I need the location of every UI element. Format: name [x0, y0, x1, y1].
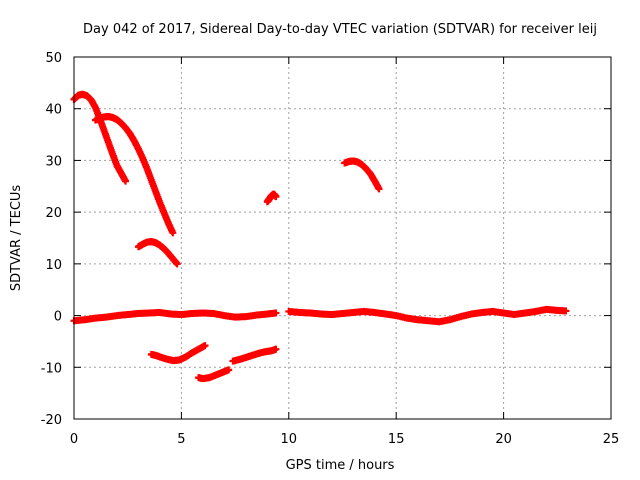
axis-ticks: 0 5 10 15 20 25 -20 -10 0 10 20 30 40 50: [41, 51, 620, 447]
y-tick-label: 40: [45, 103, 62, 118]
plot-frame: [73, 56, 612, 420]
series-arc-7: [263, 190, 280, 206]
data-point: [562, 307, 570, 315]
data-point: [272, 193, 280, 201]
x-axis-label: GPS time / hours: [286, 458, 395, 473]
series-baseline-a: [70, 308, 280, 325]
y-axis-label: SDTVAR / TECUs: [9, 185, 24, 292]
data-point: [272, 345, 280, 353]
y-tick-label: 20: [45, 206, 62, 221]
data-point: [225, 366, 233, 374]
x-tick-label: 5: [177, 432, 185, 447]
series-arc-2: [91, 112, 177, 237]
x-tick-label: 20: [495, 432, 512, 447]
y-tick-label: 30: [45, 154, 62, 169]
y-tick-label: 0: [54, 310, 62, 325]
series-arc-8: [341, 157, 383, 193]
x-tick-label: 0: [70, 432, 78, 447]
series-arc-1: [70, 90, 130, 185]
data-points: [70, 90, 570, 383]
y-tick-label: -10: [41, 361, 62, 376]
data-point: [375, 185, 383, 193]
data-point: [173, 260, 181, 268]
series-arc-5: [195, 366, 233, 383]
y-tick-label: 50: [45, 51, 62, 66]
chart-title: Day 042 of 2017, Sidereal Day-to-day VTE…: [83, 22, 597, 37]
data-point: [122, 177, 130, 185]
data-point: [169, 229, 177, 237]
x-tick-label: 10: [281, 432, 298, 447]
y-tick-label: -20: [41, 413, 62, 428]
data-point: [201, 342, 209, 350]
y-tick-label: 10: [45, 258, 62, 273]
data-point: [272, 309, 280, 317]
x-tick-label: 25: [603, 432, 620, 447]
series-arc-4: [147, 342, 209, 365]
x-tick-label: 15: [388, 432, 405, 447]
series-arc-6: [229, 345, 280, 365]
series-baseline-b: [285, 305, 570, 326]
grid: [74, 57, 611, 419]
series-arc-3: [134, 238, 181, 268]
